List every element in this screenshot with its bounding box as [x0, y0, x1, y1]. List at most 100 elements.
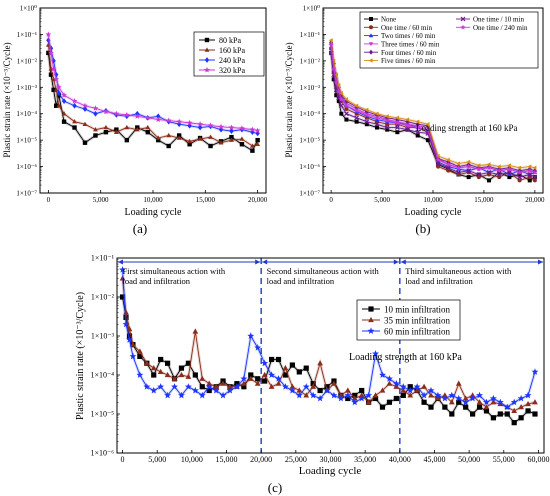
panel-b-xtick-label: 15,000: [474, 196, 494, 204]
panel-b-data-point: [435, 157, 441, 163]
panel-c-data-point: [309, 391, 317, 399]
panel-c-data-point: [143, 360, 150, 366]
panel-c-y-ticks: 1×10⁻⁶ 1×10⁻⁵ 1×10⁻⁴ 1×10⁻³ 1×10⁻² 1×10⁻¹: [90, 254, 120, 458]
panel-c-data-point: [303, 365, 309, 371]
panel-b-annotation: Loading strength at 160 kPa: [416, 123, 517, 133]
panel-c-data-point: [275, 380, 282, 386]
panel-a-data-point: [239, 142, 245, 147]
panel-c-data-point: [490, 415, 496, 421]
panel-b-data-point: [446, 168, 451, 173]
panel-b-data-point: [374, 125, 379, 130]
panel-c-data-point: [317, 387, 323, 394]
panel-a-ytick-label: 1×10⁻⁷: [16, 190, 37, 198]
panel-c-data-point: [483, 408, 490, 414]
panel-b-data-point: [486, 164, 492, 171]
panel-b-legend-label: Two times / 60 min: [381, 32, 436, 40]
panel-c-data-point: [414, 387, 421, 393]
panel-c-data-point: [496, 398, 504, 406]
panel-a-x-ticks: 0 5,000 10,000 15,000 20,000: [47, 190, 268, 204]
panel-a-data-point: [187, 138, 193, 144]
panel-a-legend-label: 240 kPa: [219, 56, 245, 65]
panel-c-data-point: [296, 369, 302, 375]
panel-b-series-7: [328, 42, 538, 175]
panel-c-data-point: [455, 380, 462, 386]
panel-b-data-point: [333, 72, 338, 77]
panel-c-xtick-label: 15,000: [216, 455, 238, 464]
panel-c-data-point: [226, 386, 234, 394]
panel-b-data-point: [344, 107, 349, 112]
panel-b-data-point: [445, 161, 451, 167]
panel-c-data-point: [199, 384, 205, 390]
panel-b-ytick-label: 1×10⁻⁷: [299, 190, 320, 198]
panel-b-ytick-label: 1×10⁻⁴: [299, 110, 320, 118]
panel-c-data-point: [123, 309, 129, 315]
panel-c-data-point: [303, 392, 310, 398]
panel-b-data-point: [374, 111, 379, 116]
panel-c-ytick-label: 1×10⁻¹: [91, 254, 115, 263]
panel-c-data-point: [448, 391, 456, 399]
panel-c-data-point: [441, 394, 449, 402]
panel-b-series-layer: [328, 38, 538, 183]
panel-c-data-point: [129, 352, 137, 360]
panel-c-xtick-label: 45,000: [423, 455, 445, 464]
panel-b: 1×10⁻⁷ 1×10⁻⁶ 1×10⁻⁵ 1×10⁻⁴ 1×10⁻³ 1×10⁻² 1×10…: [284, 5, 545, 237]
panel-c-data-point: [233, 383, 241, 390]
panel-c-label: (c): [268, 480, 282, 495]
panel-c-data-point: [323, 386, 331, 394]
panel-c-data-point: [212, 386, 220, 394]
panel-c-data-point: [476, 391, 483, 399]
panel-a-data-point: [51, 87, 56, 93]
panel-c-stage-arrowhead: [255, 259, 261, 265]
panel-c-data-point: [157, 383, 165, 390]
panel-c-data-point: [490, 399, 497, 405]
panel-b-legend-marker: [369, 25, 373, 30]
panel-b-legend-marker: [369, 17, 373, 21]
panel-b-legend-marker: [369, 49, 373, 55]
panel-a-data-point: [54, 103, 59, 108]
panel-a-data-point: [249, 143, 255, 148]
panel-c-series-0: [119, 294, 538, 426]
panel-c-data-point: [206, 387, 212, 394]
panel-b-legend-label: Five times / 60 min: [381, 57, 436, 65]
panel-b-ytick-label: 1×10⁰: [303, 5, 320, 13]
panel-c-xtick-label: 5,000: [148, 455, 166, 464]
panel-c-data-point: [504, 411, 510, 417]
panel-a-data-point: [93, 126, 98, 132]
panel-c-data-point: [254, 380, 261, 386]
panel-c-data-point: [151, 372, 157, 378]
panel-c-data-point: [372, 395, 379, 402]
panel-b-data-point: [466, 168, 472, 174]
panel-b-data-point: [506, 163, 511, 168]
panel-c-data-point: [199, 375, 206, 381]
panel-b-data-point: [339, 111, 344, 116]
panel-a-data-point: [113, 110, 120, 117]
panel-a-data-point: [48, 72, 54, 77]
panel-c-data-point: [330, 391, 338, 399]
panel-b-data-point: [476, 172, 482, 177]
panel-b-data-point: [527, 167, 533, 173]
panel-c-data-point: [288, 386, 296, 394]
panel-c-data-point: [421, 399, 427, 405]
panel-c-xlabel: Loading cycle: [299, 465, 362, 477]
panel-c-data-point: [483, 404, 490, 410]
panel-b-legend-label: One time / 240 min: [473, 24, 528, 32]
panel-b-y-ticks: 1×10⁻⁷ 1×10⁻⁶ 1×10⁻⁵ 1×10⁻⁴ 1×10⁻³ 1×10⁻² 1×10…: [299, 5, 326, 198]
panel-b-data-point: [405, 127, 410, 133]
panel-c-data-point: [399, 383, 407, 390]
panel-a-ylabel: Plastic strain rate (×10⁻³/Cycle): [2, 42, 12, 157]
panel-c-data-point: [205, 383, 213, 390]
panel-c-ytick-label: 1×10⁻⁴: [90, 371, 114, 380]
panel-a-data-point: [61, 119, 67, 124]
panel-a-data-point: [156, 113, 161, 120]
panel-c-data-point: [427, 386, 435, 394]
panel-b-data-point: [517, 174, 522, 180]
panel-a-legend-marker: [204, 37, 210, 43]
panel-b-legend-label: One time / 10 min: [473, 16, 524, 24]
panel-a-ytick-label: 1×10⁰: [20, 5, 37, 13]
panel-c-data-point: [248, 372, 254, 378]
panel-a-data-point: [124, 137, 130, 143]
panel-c-data-point: [289, 362, 295, 368]
panel-a-label: (a): [133, 221, 147, 236]
